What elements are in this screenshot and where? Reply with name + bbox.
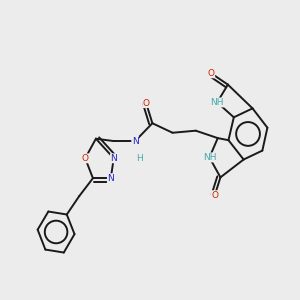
Text: NH: NH <box>210 98 224 107</box>
Text: N: N <box>107 174 114 183</box>
Text: O: O <box>142 98 150 107</box>
Text: O: O <box>82 154 89 163</box>
Text: NH: NH <box>203 153 216 162</box>
Text: N: N <box>110 154 117 163</box>
Text: H: H <box>136 154 142 164</box>
Text: O: O <box>208 69 215 78</box>
Text: O: O <box>211 191 218 200</box>
Text: N: N <box>132 136 139 146</box>
